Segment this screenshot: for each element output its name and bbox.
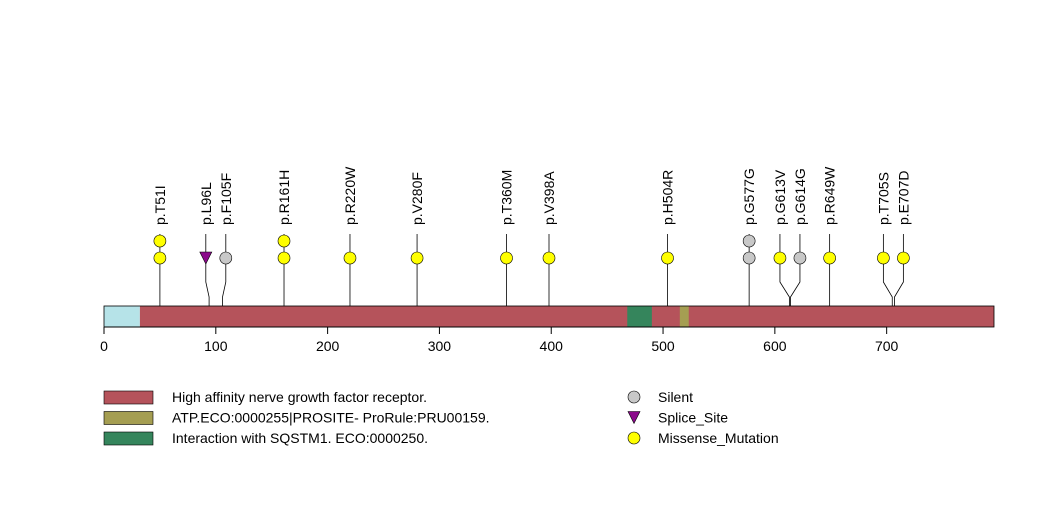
marker-missense-mutation (277, 234, 291, 248)
tick-label: 100 (204, 338, 228, 354)
marker-silent (219, 251, 233, 265)
legend-marker-silent (627, 390, 641, 404)
legend-marker-splice-site (627, 411, 641, 425)
tick-label: 600 (763, 338, 787, 354)
mutation-markers (153, 234, 910, 265)
protein-track (103, 305, 995, 328)
mutation-label: p.G613V (772, 169, 788, 225)
region-legend-label: Interaction with SQSTM1. ECO:0000250. (172, 430, 428, 446)
mutation-stem (790, 234, 801, 306)
mutation-stem (882, 234, 893, 306)
mutation-label: p.H504R (660, 170, 676, 225)
mutation-label: p.G577G (741, 168, 757, 225)
marker-silent (793, 251, 807, 265)
tick-label: 200 (316, 338, 340, 354)
mutation-label: p.E707D (895, 171, 911, 225)
marker-missense-mutation (153, 251, 167, 265)
mutation-label: p.R649W (822, 166, 838, 225)
tick-label: 400 (540, 338, 564, 354)
tick-label: 300 (428, 338, 452, 354)
mutation-label: p.F105F (218, 173, 234, 225)
marker-missense-mutation (877, 251, 890, 265)
tick-label: 500 (651, 338, 675, 354)
mutation-label: p.T705S (875, 172, 891, 225)
marker-missense-mutation (823, 251, 836, 265)
mutation-stem (894, 234, 904, 306)
marker-missense-mutation (661, 251, 674, 265)
region-high-affinity-nerve-growth-factor-receptor (139, 306, 994, 327)
marker-splice-site (199, 251, 213, 265)
mutation-stem (222, 234, 227, 306)
marker-missense-mutation (277, 251, 291, 265)
region-legend: High affinity nerve growth factor recept… (103, 389, 490, 446)
marker-silent (742, 234, 756, 248)
region-n-terminal (104, 306, 140, 327)
mutation-label: p.V398A (541, 171, 557, 225)
marker-missense-mutation (343, 251, 357, 265)
region-legend-label: High affinity nerve growth factor recept… (172, 389, 427, 405)
region-legend-swatch (103, 390, 154, 405)
marker-missense-mutation (542, 251, 556, 265)
mutation-label: p.G614G (792, 168, 808, 225)
mutation-label: p.R161H (276, 170, 292, 225)
marker-missense-mutation (897, 251, 910, 265)
region-atp-eco-0000255-prosite-prorule-pru00159 (679, 306, 689, 327)
marker-missense-mutation (500, 251, 513, 265)
mutation-label: p.L96L (198, 182, 214, 225)
marker-missense-mutation (773, 251, 787, 265)
x-axis: 0 100 200 300 400 500 600 700 (100, 326, 899, 354)
mutation-labels: p.T51I p.L96L p.F105F p.R161H p.R220W p.V280F… (152, 166, 911, 225)
mutation-legend-label: Splice_Site (658, 410, 728, 426)
tick-label: 700 (875, 338, 899, 354)
region-legend-label: ATP.ECO:0000255|PROSITE- ProRule:PRU0015… (172, 410, 490, 426)
legend-marker-missense-mutation (627, 431, 641, 445)
marker-silent (742, 251, 756, 265)
mutation-stems (159, 234, 904, 306)
mutation-label: p.R220W (342, 166, 358, 225)
mutation-legend-label: Missense_Mutation (658, 430, 779, 446)
marker-missense-mutation (153, 234, 167, 248)
tick-label: 0 (100, 338, 108, 354)
mutation-label: p.V280F (409, 172, 425, 225)
region-legend-swatch (103, 411, 154, 425)
mutation-label: p.T360M (499, 170, 515, 225)
region-legend-swatch (103, 431, 154, 446)
marker-missense-mutation (410, 251, 424, 265)
mutation-label: p.T51I (152, 185, 168, 225)
mutation-stem (205, 234, 210, 306)
mutation-legend-label: Silent (658, 389, 693, 405)
mutation-type-legend: Silent Splice_Site Missense_Mutation (627, 389, 779, 446)
mutation-stem (779, 234, 790, 306)
region-interaction-with-sqstm1-eco-0000250 (627, 306, 652, 327)
